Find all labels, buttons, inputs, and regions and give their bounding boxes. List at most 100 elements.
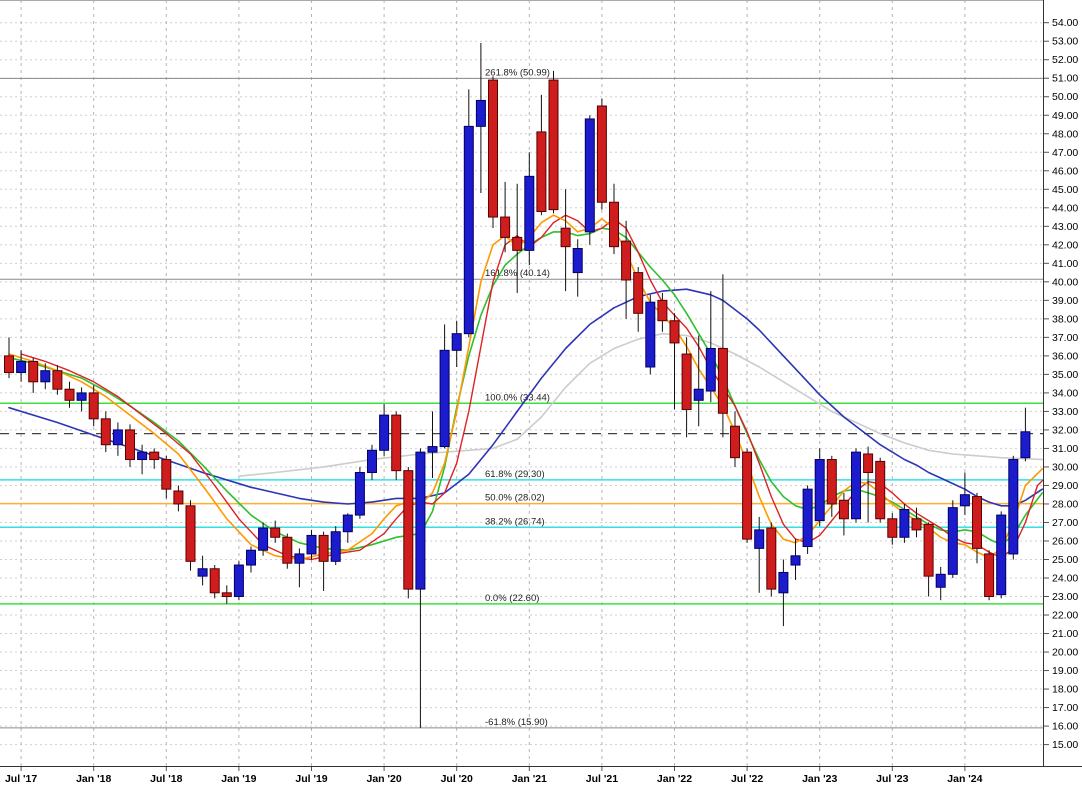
price-tick-label: 45.00 <box>1052 184 1078 196</box>
candle-2023-02[interactable] <box>826 455 837 517</box>
candle-2018-12[interactable] <box>221 585 232 604</box>
candle-2022-10[interactable] <box>778 559 789 627</box>
candle-2017-07[interactable] <box>16 350 27 382</box>
candle-2017-11[interactable] <box>64 381 75 408</box>
candle-2021-02[interactable] <box>536 94 547 216</box>
candle-2019-09[interactable] <box>330 526 341 566</box>
candle-2021-10[interactable] <box>633 267 644 332</box>
candle-2018-09[interactable] <box>185 500 196 571</box>
candle-2022-08[interactable] <box>754 516 765 593</box>
candle-2018-11[interactable] <box>209 565 220 599</box>
candle-2022-11[interactable] <box>790 539 801 580</box>
candle-2019-01[interactable] <box>233 561 244 601</box>
candle-2018-07[interactable] <box>161 455 172 499</box>
candle-2017-08[interactable] <box>28 357 39 393</box>
candle-2023-03[interactable] <box>838 492 849 536</box>
candle-2020-08[interactable] <box>463 89 474 338</box>
candle-2024-05[interactable] <box>1008 455 1019 560</box>
candle-2024-02[interactable] <box>972 492 982 564</box>
candle-2020-07[interactable] <box>451 320 462 367</box>
candle-2020-06[interactable] <box>439 324 450 449</box>
candle-2018-10[interactable] <box>197 555 208 586</box>
candle-2020-03[interactable] <box>403 466 414 599</box>
candle-2020-02[interactable] <box>391 411 402 480</box>
fib-level-38.2%[interactable]: 38.2% (26.74) <box>0 516 1043 529</box>
candle-2018-03[interactable] <box>112 422 123 456</box>
candle-2022-03[interactable] <box>693 335 704 427</box>
candle-2020-10[interactable] <box>488 76 498 229</box>
candle-2017-12[interactable] <box>76 387 87 412</box>
candle-2022-02[interactable] <box>681 337 692 438</box>
candle-2021-08[interactable] <box>609 183 619 255</box>
candle-2017-10[interactable] <box>52 365 63 395</box>
candle-2022-01[interactable] <box>669 313 680 410</box>
candle-body-up <box>379 414 390 451</box>
candle-2023-05[interactable] <box>863 446 874 523</box>
chart-plot-area[interactable] <box>0 0 1043 766</box>
candle-2021-11[interactable] <box>645 294 656 375</box>
candle-2023-06[interactable] <box>875 457 886 523</box>
candle-2021-06[interactable] <box>584 115 595 245</box>
candle-2017-06[interactable] <box>4 337 14 379</box>
fib-level-100.0%[interactable]: 100.0% (33.44) <box>0 392 1043 405</box>
candle-2019-05[interactable] <box>282 533 293 569</box>
candle-2023-11[interactable] <box>935 566 946 601</box>
candle-2023-07[interactable] <box>887 513 898 545</box>
candle-2023-01[interactable] <box>814 448 825 527</box>
candle-2018-01[interactable] <box>88 385 99 427</box>
candle-2021-09[interactable] <box>621 220 632 319</box>
candle-body-up <box>354 471 365 516</box>
candle-2024-04[interactable] <box>996 511 1007 599</box>
candle-2023-12[interactable] <box>947 500 958 578</box>
candle-2022-09[interactable] <box>766 522 777 597</box>
candle-2020-12[interactable] <box>512 183 523 293</box>
fib-level-0.0%[interactable]: 0.0% (22.60) <box>0 593 1043 605</box>
candle-2019-12[interactable] <box>367 444 377 480</box>
candle-2024-06[interactable] <box>1020 407 1031 462</box>
candle-2019-08[interactable] <box>318 531 329 591</box>
candle-2023-10[interactable] <box>923 522 934 597</box>
candle-body-down <box>730 425 740 459</box>
candle-2020-04[interactable] <box>415 448 426 728</box>
candle-2019-02[interactable] <box>246 546 256 573</box>
candle-2024-01[interactable] <box>959 472 970 516</box>
candle-2019-10[interactable] <box>342 513 353 543</box>
candle-2021-07[interactable] <box>596 98 607 210</box>
candle-2023-08[interactable] <box>899 503 910 543</box>
fib-level-61.8%[interactable]: 61.8% (29.30) <box>0 469 1043 481</box>
candle-body-down <box>621 240 632 281</box>
candle-2018-06[interactable] <box>149 448 160 469</box>
candle-2019-03[interactable] <box>258 522 269 556</box>
candle-2021-12[interactable] <box>657 292 668 332</box>
candle-2018-04[interactable] <box>125 424 135 467</box>
candle-2022-04[interactable] <box>705 291 716 403</box>
candle-2018-08[interactable] <box>173 485 184 512</box>
candle-2020-05[interactable] <box>427 411 438 479</box>
candle-2017-09[interactable] <box>40 363 51 390</box>
candle-2019-06[interactable] <box>294 548 305 588</box>
candle-2022-12[interactable] <box>802 485 813 554</box>
candle-2020-09[interactable] <box>475 43 486 193</box>
candle-2023-04[interactable] <box>851 448 861 523</box>
candle-2021-05[interactable] <box>572 239 583 297</box>
fib-level-261.8%[interactable]: 261.8% (50.99) <box>0 67 1043 79</box>
candle-2022-06[interactable] <box>730 411 740 467</box>
candle-2018-02[interactable] <box>100 411 111 453</box>
fib-level--61.8%[interactable]: -61.8% (15.90) <box>0 717 1043 729</box>
candle-2019-04[interactable] <box>270 520 281 543</box>
candle-2024-03[interactable] <box>984 550 995 601</box>
candle-2021-04[interactable] <box>560 189 571 292</box>
candle-2019-11[interactable] <box>354 466 365 519</box>
candle-body-up <box>790 555 801 566</box>
candle-2020-11[interactable] <box>500 181 511 253</box>
candle-2019-07[interactable] <box>306 529 317 560</box>
candle-2020-01[interactable] <box>379 404 390 456</box>
candle-2021-01[interactable] <box>524 152 535 266</box>
candle-2018-05[interactable] <box>137 444 148 475</box>
price-tick-label: 25.00 <box>1052 554 1078 566</box>
candle-2023-09[interactable] <box>911 507 922 538</box>
candle-2022-05[interactable] <box>717 274 728 438</box>
candle-2021-03[interactable] <box>548 70 559 214</box>
candle-2022-07[interactable] <box>742 448 753 543</box>
